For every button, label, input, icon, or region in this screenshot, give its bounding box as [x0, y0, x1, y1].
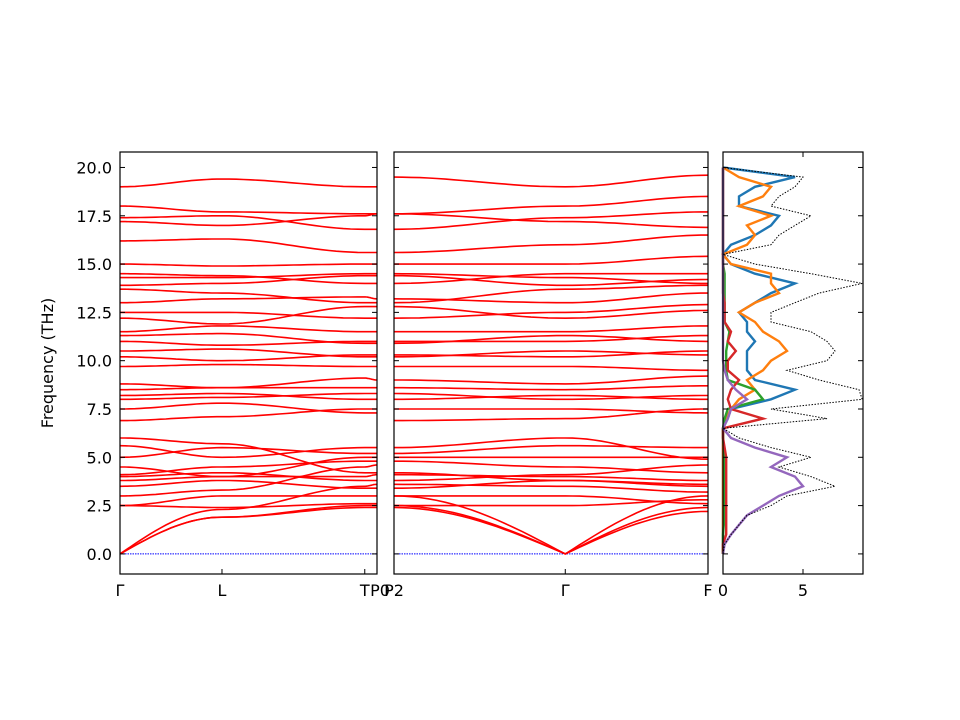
band-38 [394, 195, 709, 215]
k-point-label: P0 [370, 581, 390, 600]
k-point-label: Γ [116, 581, 125, 600]
y-tick-label: 10.0 [76, 352, 112, 371]
y-tick-label: 0.0 [87, 545, 112, 564]
band-21 [394, 365, 708, 372]
band-19 [394, 385, 708, 391]
band-20 [120, 377, 377, 389]
k-point-label: T [359, 581, 370, 600]
y-tick-label: 15.0 [76, 255, 112, 274]
band-32 [393, 272, 708, 285]
band-5 [119, 495, 377, 507]
band-23 [394, 350, 708, 358]
band-39 [393, 174, 709, 188]
band-31 [394, 274, 709, 287]
y-tick-label: 5.0 [87, 448, 112, 467]
band-20 [394, 375, 709, 385]
band-27 [393, 305, 709, 320]
band-10 [119, 460, 377, 476]
band-18 [119, 392, 377, 401]
band-25 [120, 332, 377, 345]
band-33 [393, 272, 708, 285]
band-39 [119, 178, 377, 188]
band-37 [393, 211, 708, 231]
band-23 [120, 348, 377, 358]
dos-x-tick-label: 5 [798, 581, 808, 600]
y-tick-label: 17.5 [76, 207, 112, 226]
y-axis-label: Frequency (THz) [38, 298, 57, 428]
band-28 [120, 311, 377, 319]
band-18 [394, 394, 708, 401]
band-28 [393, 303, 709, 319]
band-22 [120, 354, 377, 362]
band-19 [120, 386, 377, 391]
y-tick-label: 20.0 [76, 158, 112, 177]
total-dos [721, 167, 863, 554]
band-14 [394, 472, 708, 486]
band-16 [120, 402, 377, 414]
band-12 [394, 444, 708, 455]
band-17 [393, 392, 708, 401]
band-25 [393, 334, 709, 345]
band-14 [120, 437, 377, 474]
band-13 [394, 437, 709, 460]
axes-frame [722, 151, 864, 575]
band-13 [119, 444, 377, 459]
band-11 [120, 456, 377, 478]
band-6 [120, 464, 377, 497]
band-17 [120, 392, 377, 401]
band-32 [120, 272, 377, 279]
band-26 [120, 325, 377, 333]
band-9 [393, 464, 709, 482]
axes-frame [119, 151, 378, 575]
band-34 [120, 263, 377, 267]
band-36 [120, 213, 377, 227]
band-21 [120, 363, 377, 368]
band-9 [120, 472, 377, 482]
band-3 [119, 483, 378, 555]
band-26 [394, 325, 708, 333]
k-point-label: L [218, 581, 227, 600]
band-4 [120, 502, 377, 509]
band-3 [393, 495, 709, 555]
band-7 [119, 479, 377, 489]
k-point-label: Γ [561, 581, 570, 600]
band-24 [120, 340, 377, 346]
band-15 [120, 408, 377, 422]
band-6 [393, 483, 709, 493]
band-35 [393, 234, 708, 254]
band-16 [394, 408, 709, 414]
y-tick-label: 2.5 [87, 497, 112, 516]
band-5 [394, 495, 709, 505]
band-12 [119, 446, 377, 459]
band-36 [393, 213, 709, 229]
band-35 [120, 238, 377, 254]
axes-frame [393, 151, 709, 575]
band-panel-2: P2 Γ F [384, 151, 713, 600]
band-34 [394, 255, 709, 265]
y-tick-label: 7.5 [87, 400, 112, 419]
k-point-label: F [703, 581, 712, 600]
band-2 [119, 504, 377, 555]
y-tick-label: 12.5 [76, 303, 112, 322]
band-33 [120, 272, 377, 285]
dos-x-tick-label: 0 [718, 581, 728, 600]
band-30 [393, 284, 708, 304]
band-10 [394, 460, 709, 474]
band-panel-1: 0.0 2.5 5.0 7.5 10.0 12.5 15.0 17.5 20.0 Γ L T P0 [76, 151, 390, 600]
k-point-label: P2 [384, 581, 404, 600]
band-37 [120, 215, 377, 231]
band-38 [120, 205, 377, 215]
band-30 [120, 288, 377, 304]
